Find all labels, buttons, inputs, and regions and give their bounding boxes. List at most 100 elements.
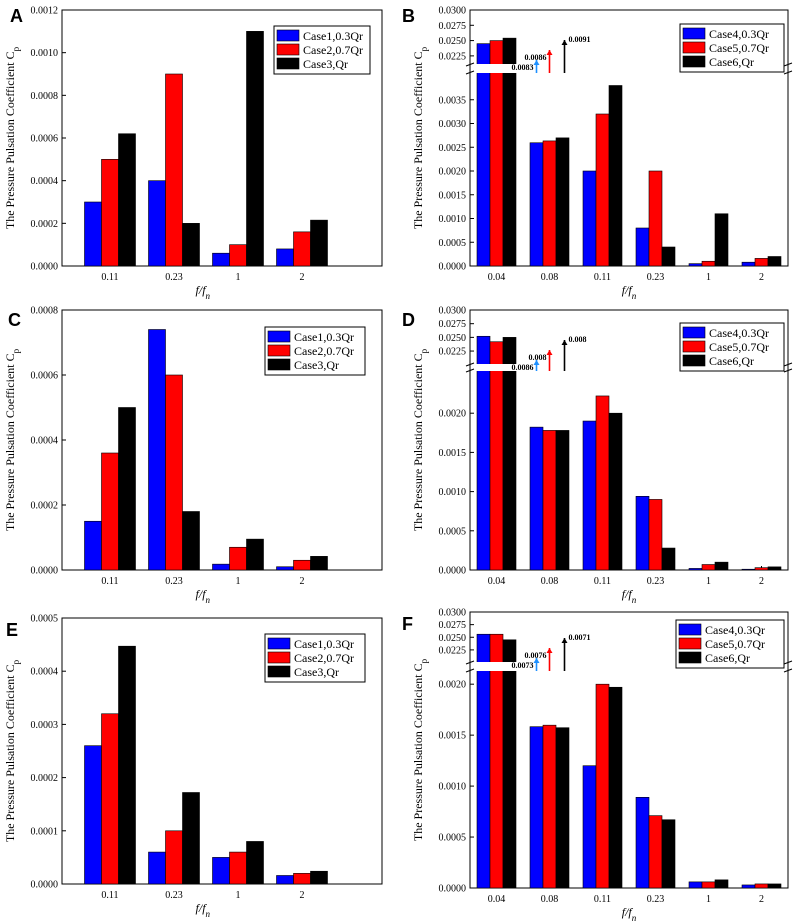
annotation-label: 0.008 [529, 353, 547, 362]
legend-label: Case6,Qr [709, 55, 754, 69]
axis-break-mark [465, 70, 475, 75]
bar-case6-qr-0_08 [555, 727, 570, 889]
bar-case4-0-3qr-0_08 [529, 726, 544, 889]
bar-case4-0-3qr-2 [741, 261, 756, 267]
axis-break-mark [783, 668, 793, 673]
bar-case5-0-7qr-2 [754, 567, 769, 571]
bar-case6-qr-0_04 [502, 337, 517, 571]
bar-case5-0-7qr-0_08 [542, 140, 557, 267]
plot-frame [469, 9, 789, 267]
annotation-label: 0.0073 [512, 661, 534, 670]
bar-case5-0-7qr-0_23 [648, 815, 663, 889]
legend-label: Case2,0.7Qr [303, 43, 363, 57]
legend-label: Case1,0.3Qr [294, 637, 354, 651]
x-axis-title: f/fn [622, 587, 637, 605]
y-tick-label: 0.0020 [439, 409, 467, 420]
legend-label: Case1,0.3Qr [294, 330, 354, 344]
y-tick-label: 0.0010 [31, 48, 59, 59]
legend-swatch [678, 623, 702, 636]
bar-case2-0-7qr-0_23 [165, 374, 183, 571]
bar-case3-qr-1 [246, 31, 264, 267]
bar-case5-0-7qr-0_11 [595, 113, 610, 267]
bar-case6-qr-2 [767, 256, 782, 267]
y-tick-label: 0.0020 [439, 680, 467, 691]
bar-case2-0-7qr-1 [229, 546, 247, 571]
bar-case5-0-7qr-0_11 [595, 395, 610, 571]
legend-swatch [682, 27, 706, 40]
x-tick-label: 2 [759, 272, 764, 283]
legend-swatch [267, 637, 291, 650]
annotation-label: 0.0091 [569, 35, 591, 44]
x-axis-title: f/fn [622, 283, 637, 301]
y-tick-label: 0.0275 [439, 21, 467, 32]
bar-case2-0-7qr-2 [293, 873, 311, 885]
y-tick-label: 0.0275 [439, 620, 467, 631]
x-tick-label: 1 [236, 272, 241, 283]
x-tick-label: 1 [706, 272, 711, 283]
bar-case1-0-3qr-2 [276, 566, 294, 571]
y-tick-label: 0.0300 [439, 6, 467, 17]
bar-case2-0-7qr-1 [229, 851, 247, 885]
legend-swatch [267, 358, 291, 371]
axis-break-band [471, 364, 570, 371]
y-axis-title: The Pressure Pulsation Coefficient Cp [411, 658, 429, 841]
bar-case6-qr-1 [714, 213, 729, 267]
annotation-arrow-head [561, 40, 568, 45]
legend-swatch [678, 637, 702, 650]
bar-case2-0-7qr-2 [293, 231, 311, 267]
annotation-label: 0.008 [569, 335, 587, 344]
x-tick-label: 0.08 [541, 272, 559, 283]
x-tick-label: 0.11 [594, 894, 611, 905]
x-tick-label: 2 [759, 576, 764, 587]
y-tick-label: 0.0225 [439, 51, 467, 62]
panel-b: B 0.0000 0.0005 0.0010 0.0015 0.0020 0.0025 0.0… [402, 6, 793, 301]
bar-case2-0-7qr-0_11 [101, 159, 119, 267]
x-tick-label: 2 [300, 576, 305, 587]
axis-break-mark [465, 362, 475, 367]
y-tick-label: 0.0006 [31, 134, 59, 145]
y-tick-label: 0.0000 [31, 566, 59, 577]
panel-a: A 0.0000 0.0002 0.0004 0.0006 0.0008 0.0010 0.0… [3, 6, 383, 301]
x-tick-label: 1 [706, 894, 711, 905]
bar-case3-qr-2 [310, 556, 328, 571]
panel-letter-e: E [6, 620, 18, 640]
legend-swatch [682, 41, 706, 54]
y-tick-label: 0.0035 [439, 95, 467, 106]
annotation-arrow-head [546, 648, 553, 653]
bar-case6-qr-0_23 [661, 547, 676, 571]
x-tick-label: 0.23 [165, 890, 183, 901]
axis-break-band [471, 662, 570, 671]
legend-label: Case1,0.3Qr [303, 29, 363, 43]
panel-c: C 0.0000 0.0002 0.0004 0.0006 0.0008 0.11 0.23 1… [3, 306, 383, 605]
y-tick-label: 0.0250 [439, 333, 467, 344]
y-axis-title: The Pressure Pulsation Coefficient Cp [411, 46, 429, 229]
y-tick-label: 0.0005 [439, 833, 467, 844]
bar-case4-0-3qr-0_08 [529, 142, 544, 267]
bar-case6-qr-0_04 [502, 37, 517, 267]
x-tick-label: 0.23 [647, 576, 665, 587]
panel-letter-c: C [8, 310, 21, 330]
x-tick-label: 2 [759, 894, 764, 905]
bar-case5-0-7qr-2 [754, 258, 769, 267]
legend-label: Case2,0.7Qr [294, 651, 354, 665]
legend-swatch [276, 29, 300, 42]
bar-case3-qr-0_11 [118, 645, 136, 885]
x-tick-label: 0.11 [101, 576, 118, 587]
x-tick-label: 0.23 [647, 272, 665, 283]
bar-case4-0-3qr-1 [688, 568, 703, 571]
bar-case6-qr-0_11 [608, 412, 623, 571]
bar-case5-0-7qr-1 [701, 564, 716, 571]
y-tick-label: 0.0010 [439, 214, 467, 225]
legend-swatch [678, 651, 702, 664]
y-tick-label: 0.0020 [439, 167, 467, 178]
y-tick-label: 0.0015 [439, 448, 467, 459]
x-tick-label: 0.11 [101, 890, 118, 901]
y-tick-label: 0.0000 [31, 880, 59, 891]
bar-case4-0-3qr-0_04 [476, 335, 491, 571]
legend-label: Case4,0.3Qr [709, 27, 769, 41]
x-tick-label: 0.11 [594, 272, 611, 283]
x-tick-label: 1 [706, 576, 711, 587]
annotation-arrow-head [561, 340, 568, 345]
y-tick-label: 0.0225 [439, 347, 467, 358]
bar-case5-0-7qr-1 [701, 881, 716, 889]
